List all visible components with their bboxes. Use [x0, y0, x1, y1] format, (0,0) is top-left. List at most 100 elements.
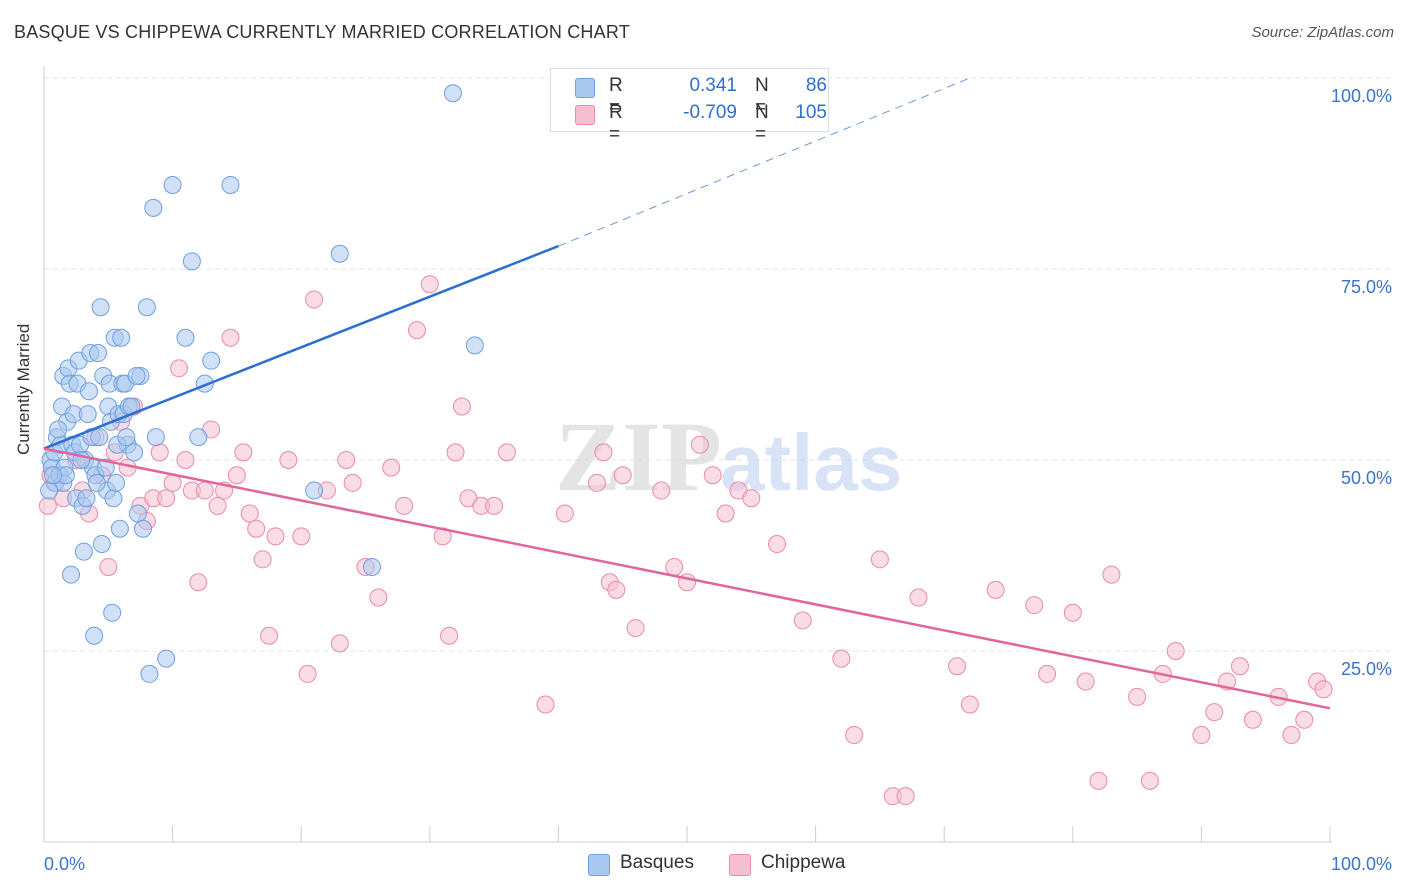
basques-point: [163, 175, 182, 194]
chippewa-point: [189, 573, 208, 592]
chippewa-point: [1089, 771, 1108, 790]
chippewa-point: [395, 496, 414, 515]
basques-point: [91, 298, 110, 317]
y-tick-label: 75.0%: [1341, 277, 1392, 297]
legend-r-value-basques: 0.341: [689, 75, 737, 96]
y-tick-label: 25.0%: [1341, 659, 1392, 679]
chippewa-point: [716, 504, 735, 523]
chippewa-point: [960, 695, 979, 714]
chippewa-point: [1076, 672, 1095, 691]
legend-n-label: N =: [755, 102, 769, 145]
chippewa-point: [652, 481, 671, 500]
chart-title: BASQUE VS CHIPPEWA CURRENTLY MARRIED COR…: [14, 22, 630, 42]
basques-point: [134, 519, 153, 538]
basques-point: [80, 382, 99, 401]
chippewa-point: [1038, 664, 1057, 683]
basques-point: [87, 473, 106, 492]
y-tick-label: 50.0%: [1341, 468, 1392, 488]
chippewa-point: [240, 504, 259, 523]
chippewa-point: [195, 481, 214, 500]
chippewa-point: [305, 290, 324, 309]
chippewa-point: [38, 496, 57, 515]
x-tick-label-min: 0.0%: [44, 854, 85, 874]
basques-point: [110, 519, 129, 538]
chippewa-point: [870, 550, 889, 569]
chippewa-point: [176, 451, 195, 469]
chippewa-point: [793, 611, 812, 630]
chippewa-point: [613, 466, 632, 485]
chippewa-point: [99, 557, 118, 576]
watermark: ZIP atlas: [555, 401, 902, 512]
basques-point: [330, 244, 349, 263]
basques-point: [305, 481, 324, 500]
chippewa-point: [594, 443, 613, 462]
chippewa-point: [1102, 565, 1121, 584]
basques-point: [62, 565, 81, 584]
chippewa-point: [221, 328, 240, 347]
basques-point: [40, 481, 59, 500]
basques-point: [85, 626, 104, 645]
legend-r-value-chippewa: -0.709: [683, 102, 737, 123]
chippewa-point: [1025, 596, 1044, 615]
chippewa-point: [420, 275, 439, 294]
legend-r-label: R =: [609, 75, 623, 118]
chippewa-trend-line: [43, 447, 1331, 710]
chippewa-point: [407, 321, 426, 340]
legend-n-value-chippewa: 105: [795, 102, 827, 123]
chippewa-point: [1314, 680, 1333, 699]
chippewa-point: [247, 519, 266, 538]
basques-trend-line: [43, 244, 559, 450]
chippewa-point: [234, 443, 253, 462]
basques-point: [140, 664, 159, 683]
chippewa-point: [1243, 710, 1262, 729]
legend-label-chippewa: Chippewa: [761, 852, 846, 873]
basques-point: [127, 366, 146, 385]
chippewa-point: [832, 649, 851, 668]
basques-point: [92, 535, 111, 554]
chippewa-point: [170, 359, 189, 378]
y-tick-label: 100.0%: [1331, 86, 1392, 106]
basques-point: [49, 420, 68, 439]
chippewa-point: [986, 580, 1005, 599]
x-tick-label-max: 100.0%: [1331, 854, 1392, 874]
chippewa-point: [665, 557, 684, 576]
basques-point: [44, 466, 63, 485]
basques-point: [182, 252, 201, 271]
chippewa-point: [896, 787, 915, 806]
chippewa-point: [208, 496, 227, 515]
basques-point: [465, 336, 484, 355]
chippewa-point: [279, 451, 298, 469]
grid-lines: [44, 77, 1392, 652]
chippewa-point: [343, 473, 362, 492]
basques-point: [104, 489, 123, 508]
chippewa-point: [485, 496, 504, 515]
chippewa-point: [1063, 603, 1082, 622]
chippewa-point: [1205, 703, 1224, 722]
basques-point: [89, 344, 108, 363]
chippewa-point: [446, 443, 465, 462]
basques-point: [107, 473, 126, 492]
basques-point: [125, 443, 144, 462]
chippewa-point: [587, 473, 606, 492]
basques-point: [362, 557, 381, 576]
chippewa-point: [1166, 642, 1185, 660]
basques-points: [40, 84, 484, 683]
basques-point: [112, 328, 131, 347]
chippewa-points: [38, 275, 1333, 806]
legend-label-basques: Basques: [620, 852, 694, 873]
chippewa-point: [298, 664, 317, 683]
chippewa-point: [266, 527, 285, 546]
basques-point: [117, 428, 136, 447]
basques-point: [103, 603, 122, 622]
chippewa-point: [382, 458, 401, 477]
y-axis-label: Currently Married: [14, 323, 33, 455]
chippewa-point: [369, 588, 388, 607]
chippewa-point: [690, 435, 709, 454]
basques-point: [443, 84, 462, 103]
chippewa-point: [1295, 710, 1314, 729]
basques-point: [90, 428, 109, 447]
legend-swatch-chippewa: [729, 854, 751, 876]
chippewa-point: [626, 619, 645, 638]
chippewa-point: [1140, 771, 1159, 790]
basques-point: [157, 649, 176, 668]
